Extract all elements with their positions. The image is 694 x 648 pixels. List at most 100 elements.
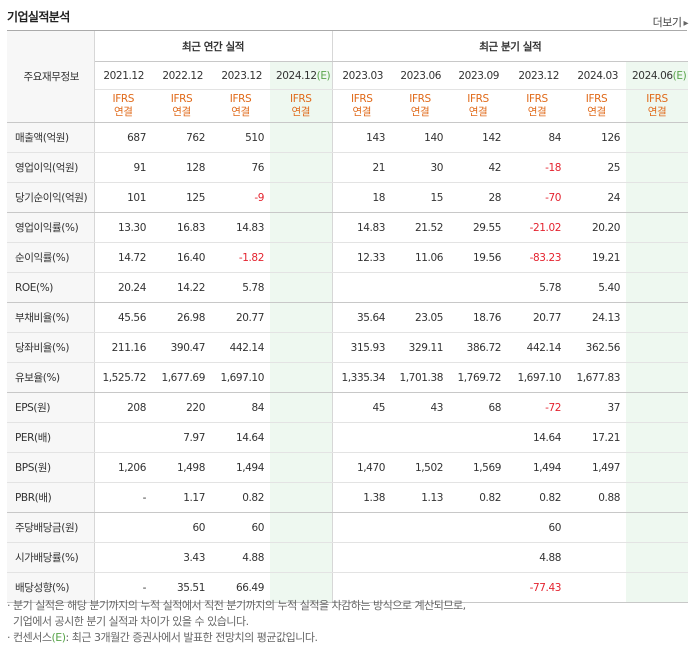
row-label: 유보율(%) <box>7 362 95 393</box>
table-cell <box>449 422 508 453</box>
period-row: 2021.12 2022.12 2023.12 2024.12(E) 2023.03 20… <box>7 61 689 90</box>
consolidated-label: 연결 <box>352 106 372 118</box>
row-label: PBR(배) <box>7 482 95 513</box>
consolidated-label: 연결 <box>410 106 430 118</box>
table-cell: -21.02 <box>507 212 568 243</box>
table-cell <box>626 542 689 573</box>
row-label: 영업이익(억원) <box>7 152 95 183</box>
period-label: 2023.06 <box>400 69 442 82</box>
table-cell <box>332 272 392 303</box>
ifrs-basis: IFRS 연결 <box>626 89 689 123</box>
table-cell: 20.77 <box>211 302 270 333</box>
table-cell <box>449 572 508 603</box>
period-header: 2024.12(E) <box>270 61 333 90</box>
table-cell <box>626 122 689 153</box>
table-cell <box>94 422 152 453</box>
table-cell: 220 <box>152 392 211 423</box>
table-cell: 60 <box>507 512 568 543</box>
table-cell: 208 <box>94 392 152 423</box>
section-header: 기업실적분석 더보기 ▸ <box>0 0 694 31</box>
table-cell: 1.17 <box>152 482 211 513</box>
table-cell: 762 <box>152 122 211 153</box>
table-cell <box>626 512 689 543</box>
table-row: 영업이익(억원) 91 128 76 21 30 42 -18 25 <box>7 152 689 183</box>
row-label: 주당배당금(원) <box>7 512 95 543</box>
table-cell <box>391 272 450 303</box>
footnote-3-pre: · 컨센서스 <box>7 631 52 644</box>
table-cell: -1.82 <box>211 242 270 273</box>
consolidated-label: 연결 <box>587 106 606 118</box>
table-cell: 12.33 <box>332 242 392 273</box>
table-cell: 1.38 <box>332 482 392 513</box>
ifrs-basis: IFRS 연결 <box>567 89 627 123</box>
table-cell: 91 <box>94 152 152 183</box>
period-label: 2023.09 <box>458 69 500 82</box>
period-header: 2024.06(E) <box>626 61 689 90</box>
table-cell: 14.22 <box>152 272 211 303</box>
table-cell: 128 <box>152 152 211 183</box>
table-cell <box>626 242 689 273</box>
ifrs-label: IFRS <box>409 93 431 105</box>
table-cell <box>332 512 392 543</box>
table-cell: 1,697.10 <box>507 362 568 393</box>
table-cell: 35.64 <box>332 302 392 333</box>
table-cell <box>270 332 333 363</box>
table-cell: 1,470 <box>332 452 392 483</box>
table-cell <box>449 512 508 543</box>
table-cell <box>270 272 333 303</box>
table-cell <box>94 512 152 543</box>
table-cell: 21 <box>332 152 392 183</box>
row-label: 당기순이익(억원) <box>7 182 95 213</box>
table-cell: 1,494 <box>507 452 568 483</box>
financial-table: 주요재무정보 최근 연간 실적 최근 분기 실적 2021.12 2022.12 2… <box>7 31 689 603</box>
table-cell: 4.88 <box>211 542 270 573</box>
table-cell: 18.76 <box>449 302 508 333</box>
footnote-2: 기업에서 공시한 분기 실적과 차이가 있을 수 있습니다. <box>7 615 249 628</box>
table-cell: 362.56 <box>567 332 627 363</box>
table-row: 당기순이익(억원) 101 125 -9 18 15 28 -70 24 <box>7 182 689 213</box>
row-label: PER(배) <box>7 422 95 453</box>
table-cell <box>391 542 450 573</box>
period-header: 2023.12 <box>507 61 568 90</box>
table-cell: 5.40 <box>567 272 627 303</box>
table-row: 유보율(%) 1,525.72 1,677.69 1,697.10 1,335.34 1,… <box>7 362 689 393</box>
table-cell <box>270 212 333 243</box>
ifrs-label: IFRS <box>526 93 548 105</box>
table-cell: 25 <box>567 152 627 183</box>
table-cell: 1,335.34 <box>332 362 392 393</box>
table-cell: 16.83 <box>152 212 211 243</box>
table-cell <box>270 122 333 153</box>
table-cell <box>626 212 689 243</box>
period-label: 2024.06 <box>632 69 673 82</box>
table-cell: 0.82 <box>449 482 508 513</box>
header-divider <box>7 30 687 31</box>
table-cell: 28 <box>449 182 508 213</box>
table-cell: 24.13 <box>567 302 627 333</box>
table-cell <box>626 182 689 213</box>
table-cell: 1,498 <box>152 452 211 483</box>
table-cell: -83.23 <box>507 242 568 273</box>
table-cell <box>626 422 689 453</box>
table-cell: 26.98 <box>152 302 211 333</box>
table-cell: 1,677.69 <box>152 362 211 393</box>
table-cell: 20.77 <box>507 302 568 333</box>
table-cell: -72 <box>507 392 568 423</box>
table-cell <box>626 452 689 483</box>
table-cell: 19.56 <box>449 242 508 273</box>
more-label[interactable]: 더보기 <box>652 16 682 29</box>
period-label: 2023.12 <box>221 69 262 82</box>
table-cell <box>567 512 627 543</box>
consolidated-label: 연결 <box>172 106 191 118</box>
ifrs-label: IFRS <box>646 93 668 105</box>
table-cell: 17.21 <box>567 422 627 453</box>
period-header: 2022.12 <box>152 61 211 90</box>
more-link[interactable]: 더보기 ▸ <box>652 14 689 30</box>
table-row: 배당성향(%) -35.51 66.49 -77.43 <box>7 572 689 603</box>
ifrs-basis: IFRS 연결 <box>449 89 508 123</box>
table-cell: 687 <box>94 122 152 153</box>
table-cell: 3.43 <box>152 542 211 573</box>
table-cell: 14.72 <box>94 242 152 273</box>
consolidated-label: 연결 <box>527 106 547 118</box>
table-cell: 13.30 <box>94 212 152 243</box>
table-cell <box>332 422 392 453</box>
